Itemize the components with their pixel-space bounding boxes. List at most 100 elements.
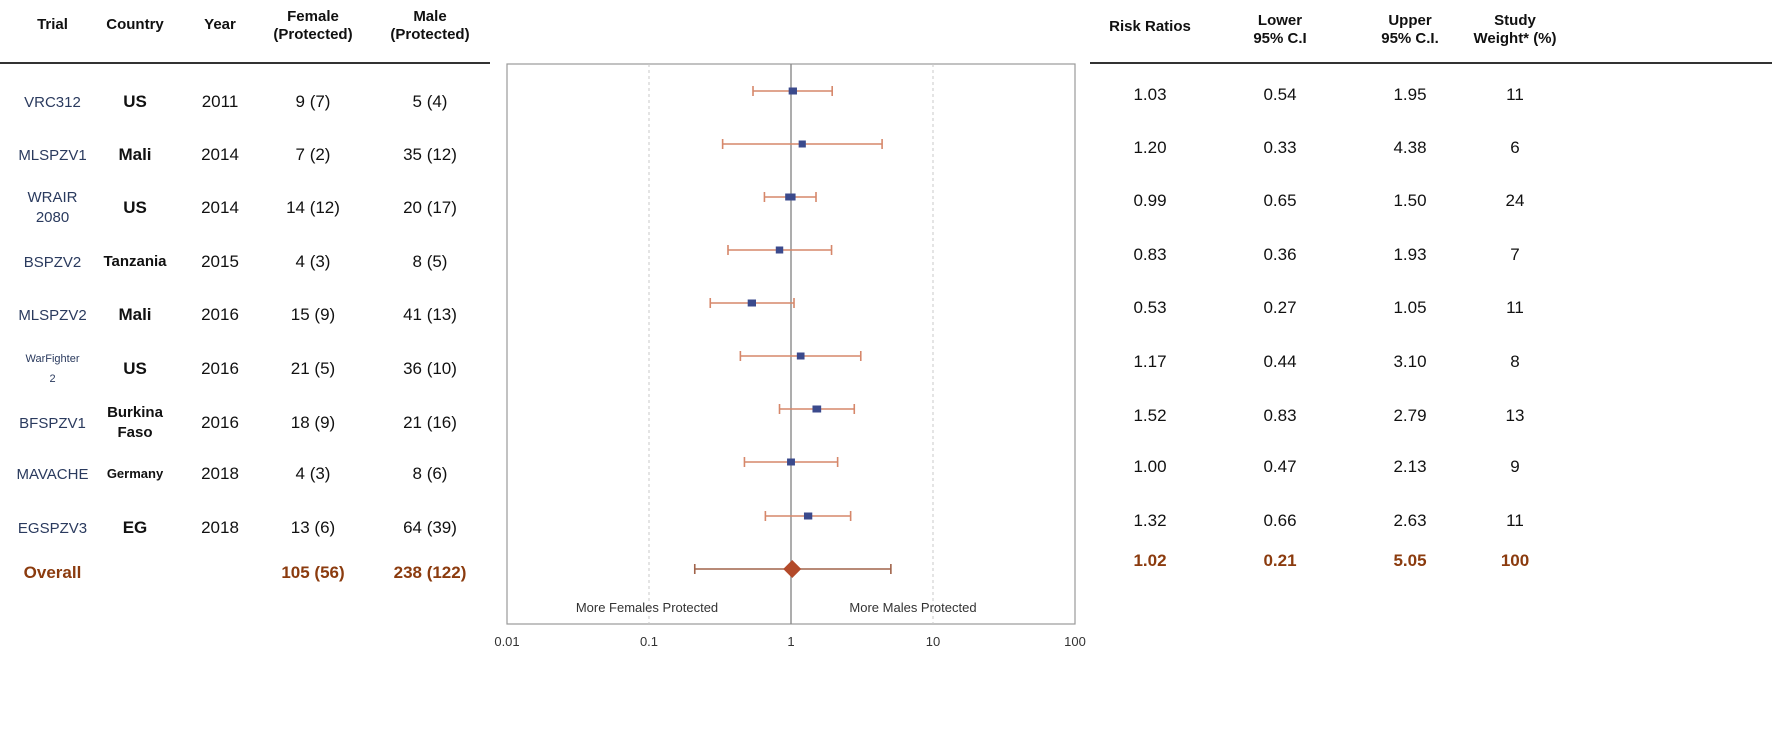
male-count: 8 (6) [412,464,448,483]
point-marker-7 [812,405,822,413]
female-count: 7 (2) [295,145,331,164]
country: Burkina Faso [107,404,163,441]
risk-ratio: 0.83 [1133,245,1167,264]
x-tick-label-0.01: 0.01 [494,634,519,649]
study-weight: 24 [1505,191,1525,210]
study-weight: 8 [1510,352,1520,371]
x-tick-label-10: 10 [926,634,940,649]
right-header-rule [1090,62,1772,64]
country: Mali [118,145,152,164]
point-marker-9 [803,512,813,520]
male-count: 5 (4) [412,92,448,111]
study-weight: 7 [1510,245,1520,264]
study-weight: 9 [1510,457,1520,476]
header-year: Year [204,16,236,33]
male-count: 20 (17) [403,198,457,217]
x-tick-label-100: 100 [1064,634,1086,649]
male-count: 64 (39) [403,518,457,537]
lower-ci: 0.65 [1263,191,1297,210]
gridlines [648,64,934,624]
point-marker-3 [785,193,796,201]
country: Tanzania [103,253,167,270]
trial-name: MLSPZV1 [18,147,87,164]
lower-ci: 0.83 [1263,406,1297,425]
study-weight: 11 [1506,298,1524,317]
risk-ratio: 1.17 [1133,352,1167,371]
point-marker-1 [788,87,797,95]
female-count: 15 (9) [290,305,336,324]
country: Mali [118,305,152,324]
chart-marks [693,86,892,578]
trial-name: WRAIR 2080 [27,189,78,226]
upper-ci: 1.93 [1393,245,1427,264]
female-count: 9 (7) [295,92,331,111]
trial-name: BSPZV2 [23,254,82,271]
country: US [123,92,147,111]
risk-ratio: 1.00 [1133,457,1167,476]
risk-ratio: 0.99 [1133,191,1167,210]
country: EG [122,518,148,537]
left-annotation: More Females Protected [576,600,718,615]
header-trial: Trial [37,16,68,33]
upper-ci: 2.79 [1393,406,1427,425]
point-marker-4 [775,246,784,254]
study-weight: 6 [1510,138,1520,157]
upper-ci: 2.13 [1393,457,1427,476]
study-weight: 11 [1506,85,1524,104]
point-marker-2 [798,140,806,148]
lower-ci: 0.66 [1263,511,1297,530]
header-study-weight: Study Weight* (%) [1473,12,1557,47]
lower-ci: 0.36 [1263,245,1297,264]
point-marker-6 [796,352,805,360]
country: Germany [106,466,164,481]
female-count: 4 (3) [295,464,331,483]
year: 2014 [201,198,239,217]
right-annotation: More Males Protected [849,600,976,615]
header-female: Female (Protected) [273,8,353,43]
point-marker-8 [787,458,795,466]
overall-label: Overall [23,563,82,582]
risk-ratio: 1.03 [1133,85,1167,104]
header-country: Country [106,16,164,33]
header-upper-ci: Upper 95% C.I. [1381,12,1439,47]
female-count: 21 (5) [290,359,336,378]
overall-diamond [783,560,802,578]
male-count: 35 (12) [403,145,457,164]
male-count: 36 (10) [403,359,457,378]
point-marker-5 [747,299,757,307]
header-male: Male (Protected) [390,8,470,43]
upper-ci: 1.95 [1393,85,1427,104]
x-tick-label-0.1: 0.1 [640,634,658,649]
overall-study-weight: 100 [1500,551,1530,570]
header-risk-ratios: Risk Ratios [1109,18,1191,35]
female-count: 13 (6) [290,518,336,537]
year: 2015 [201,252,239,271]
study-weight: 11 [1506,511,1524,530]
year: 2018 [201,518,239,537]
lower-ci: 0.27 [1263,298,1297,317]
year: 2014 [201,145,239,164]
overall-female: 105 (56) [281,563,345,582]
trial-name: BFSPZV1 [19,415,86,432]
country: US [123,198,147,217]
female-count: 4 (3) [295,252,331,271]
overall-lower-ci: 0.21 [1263,551,1297,570]
year: 2011 [201,92,239,111]
country: US [123,359,147,378]
risk-ratio: 1.20 [1133,138,1167,157]
study-weight: 13 [1505,406,1525,425]
year: 2016 [201,413,239,432]
trial-name: VRC312 [24,94,81,111]
year: 2016 [201,305,239,324]
female-count: 18 (9) [290,413,336,432]
upper-ci: 1.05 [1393,298,1427,317]
overall-risk-ratio: 1.02 [1133,551,1167,570]
lower-ci: 0.44 [1263,352,1297,371]
trial-name: WarFighter 2 [25,353,80,385]
upper-ci: 4.38 [1393,138,1427,157]
male-count: 8 (5) [412,252,448,271]
x-tick-label-1: 1 [787,634,794,649]
risk-ratio: 0.53 [1133,298,1167,317]
overall-male: 238 (122) [393,563,467,582]
trial-name: EGSPZV3 [17,520,88,537]
